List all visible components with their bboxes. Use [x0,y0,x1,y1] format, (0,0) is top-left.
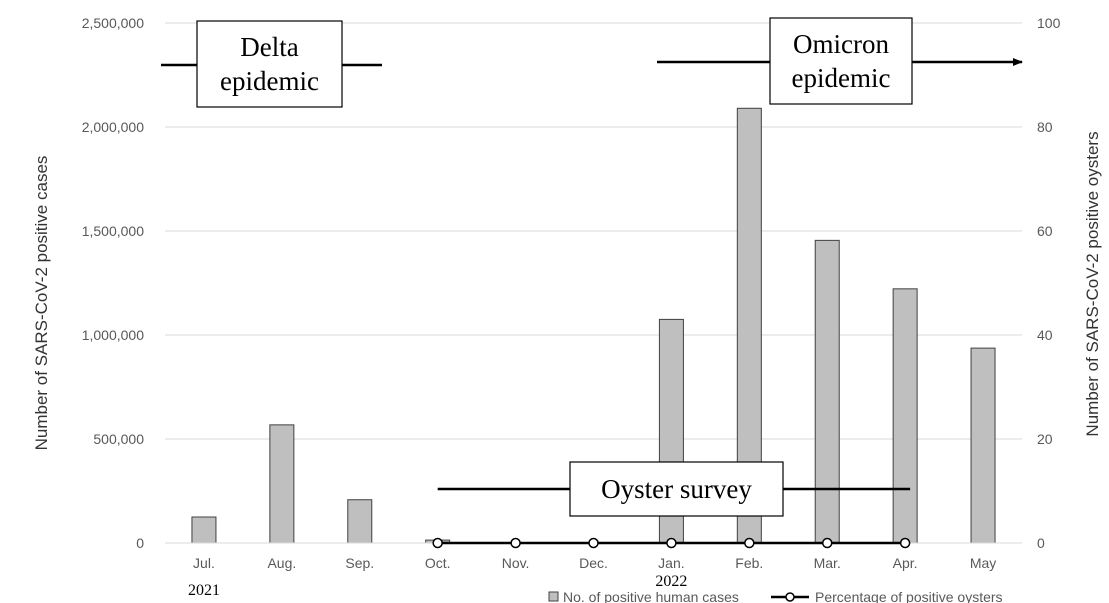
x-tick-label: Jul. [193,555,215,571]
y-tick-label: 0 [136,535,144,551]
line-point [821,537,833,549]
bar [814,239,840,544]
line-point [510,537,521,549]
legend-bar-swatch [548,591,559,602]
x-tick-label: Oct. [425,555,451,571]
omicron-label-text: epidemic [792,63,891,93]
bar [269,424,295,544]
oyster-annotation: Oyster survey [437,461,911,517]
bar [892,288,918,544]
delta-annotation: Delta epidemic [161,20,382,108]
x-tick-label: Apr. [893,555,918,571]
y-axis-title: Number of SARS-CoV-2 positive cases [32,156,51,451]
legend-line-marker [785,592,795,602]
x-tick-label: Nov. [502,555,530,571]
x-tick-label: Jan. [658,555,684,571]
omicron-label-text: Omicron [793,29,889,59]
x-tick-label: Aug. [267,555,296,571]
y2-tick-label: 80 [1037,119,1053,135]
right-axis-ticks: 0 20 40 60 80 100 [1037,15,1061,551]
y2-tick-label: 0 [1037,535,1045,551]
x-tick-label: Sep. [345,555,374,571]
omicron-label-box [769,17,913,105]
y2-tick-label: 100 [1037,15,1061,31]
y-tick-label: 500,000 [93,431,144,447]
legend-bar-label: No. of positive human cases [563,589,739,603]
line-point [744,537,755,549]
x-tick-label: Mar. [814,555,841,571]
year-label: 2021 [188,582,220,599]
x-axis-tick-labels: Jul. Aug. Sep. Oct. Nov. Dec. Jan. Feb. Mar. Apr.… [193,555,996,571]
y-tick-label: 1,500,000 [82,223,144,239]
x-tick-label: Dec. [579,555,608,571]
omicron-annotation: Omicron epidemic [657,17,1023,105]
line-point [588,537,599,549]
y2-tick-label: 40 [1037,327,1053,343]
line-point [432,537,443,549]
y-tick-label: 1,000,000 [82,327,144,343]
annotations: Delta epidemic Omicron epidemic Oyster surve… [161,17,1023,517]
oyster-label-text: Oyster survey [601,474,752,504]
year-label: 2022 [655,573,687,590]
delta-label-text: Delta [240,32,298,62]
y2-axis-title: Number of SARS-CoV-2 positive oysters [1083,131,1102,436]
oyster-label-box [569,461,784,517]
line-point [666,537,677,549]
y-tick-label: 2,000,000 [82,119,144,135]
x-tick-label: Feb. [735,555,763,571]
bars [191,107,996,544]
x-axis-year-labels: 2021 2022 [188,573,687,599]
y2-tick-label: 20 [1037,431,1053,447]
bar [347,499,373,544]
legend-line-label: Percentage of positive oysters [815,589,1003,603]
delta-label-box [196,20,343,108]
bar [970,347,996,544]
legend: No. of positive human cases Percentage o… [548,589,1003,603]
line-point [899,537,911,549]
delta-label-text: epidemic [220,66,319,96]
y-tick-label: 2,500,000 [82,15,144,31]
oyster-line-series [432,537,911,549]
left-axis-ticks: 0 500,000 1,000,000 1,500,000 2,000,000 2,500… [82,15,145,551]
x-tick-label: May [970,555,996,571]
y2-tick-label: 60 [1037,223,1053,239]
bar [191,516,217,544]
